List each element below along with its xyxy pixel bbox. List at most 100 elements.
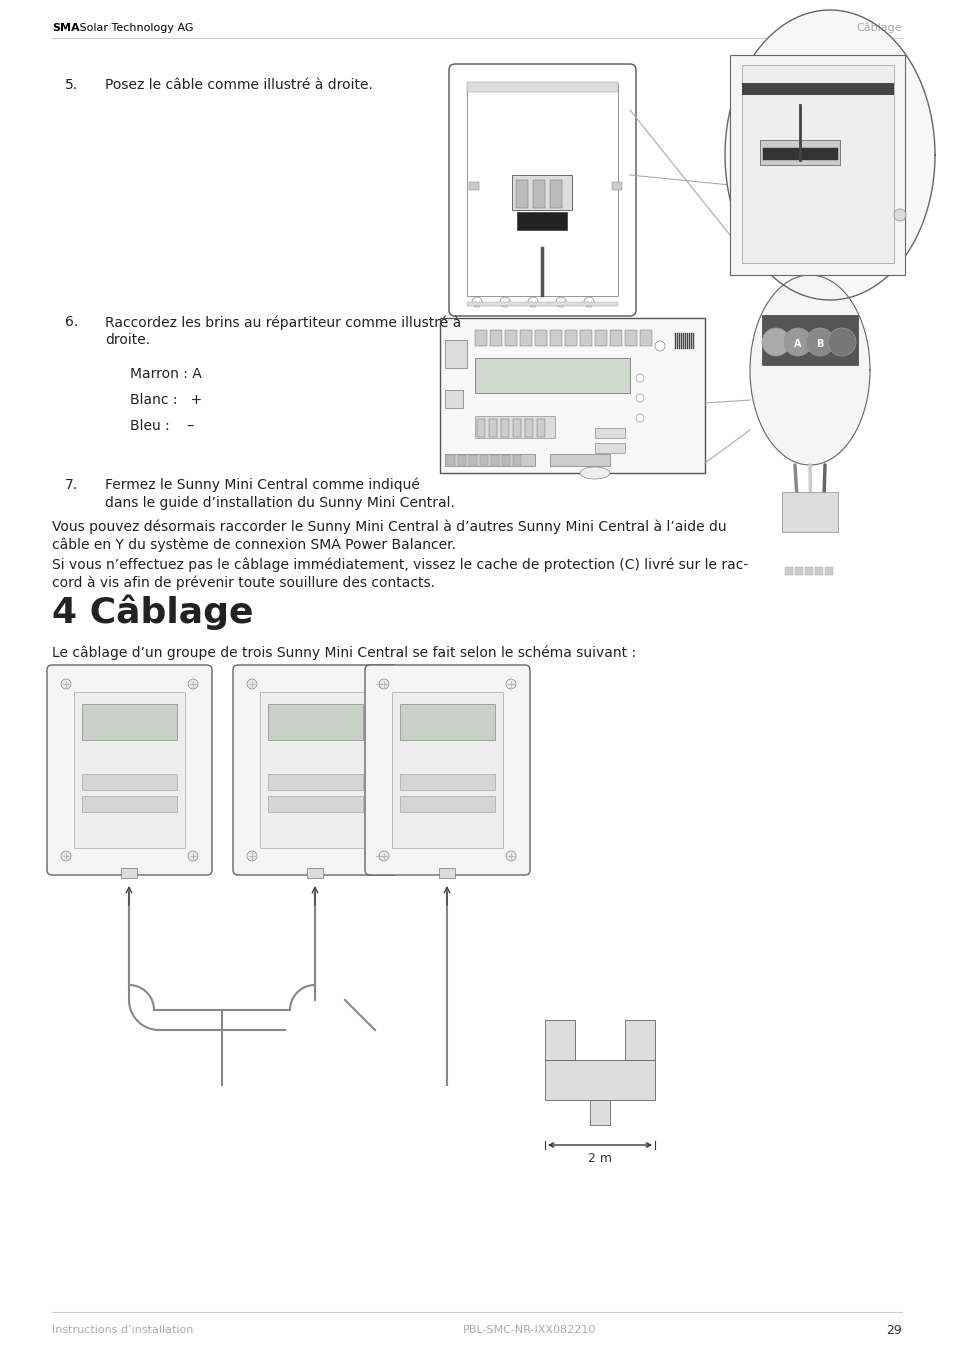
- Bar: [741, 65, 893, 264]
- Text: droite.: droite.: [105, 333, 150, 347]
- Bar: [74, 692, 185, 848]
- Bar: [537, 419, 544, 437]
- Bar: [516, 180, 527, 208]
- Circle shape: [499, 297, 510, 307]
- Bar: [762, 147, 837, 160]
- Bar: [469, 456, 476, 465]
- Text: 29: 29: [885, 1324, 901, 1337]
- Bar: [550, 454, 609, 466]
- Bar: [824, 566, 832, 575]
- Bar: [504, 330, 517, 346]
- Bar: [467, 301, 618, 306]
- Circle shape: [783, 329, 811, 356]
- Bar: [761, 315, 857, 365]
- Bar: [544, 1060, 655, 1101]
- Bar: [500, 419, 509, 437]
- Bar: [564, 330, 577, 346]
- Bar: [475, 358, 629, 393]
- FancyBboxPatch shape: [47, 665, 212, 875]
- Bar: [544, 1019, 575, 1060]
- Text: Raccordez les brins au répartiteur comme illustré à: Raccordez les brins au répartiteur comme…: [105, 315, 460, 330]
- FancyBboxPatch shape: [365, 665, 530, 875]
- Text: A: A: [794, 339, 801, 349]
- Circle shape: [655, 341, 664, 352]
- Bar: [392, 692, 502, 848]
- Bar: [82, 773, 177, 790]
- Bar: [550, 330, 561, 346]
- Text: PBL-SMC-NR-IXX082210: PBL-SMC-NR-IXX082210: [463, 1325, 596, 1334]
- Bar: [479, 456, 488, 465]
- Bar: [268, 773, 363, 790]
- Bar: [457, 456, 465, 465]
- Text: B: B: [816, 339, 822, 349]
- Bar: [82, 796, 177, 813]
- Text: 6.: 6.: [65, 315, 78, 329]
- FancyBboxPatch shape: [449, 64, 636, 316]
- Polygon shape: [724, 9, 934, 300]
- Bar: [804, 566, 812, 575]
- Bar: [467, 82, 618, 92]
- Bar: [624, 330, 637, 346]
- Text: Posez le câble comme illustré à droite.: Posez le câble comme illustré à droite.: [105, 78, 373, 92]
- Bar: [513, 419, 520, 437]
- Bar: [595, 330, 606, 346]
- Bar: [579, 330, 592, 346]
- Bar: [741, 82, 893, 95]
- Text: câble en Y du système de connexion SMA Power Balancer.: câble en Y du système de connexion SMA P…: [52, 538, 456, 553]
- Text: Le câblage d’un groupe de trois Sunny Mini Central se fait selon le schéma suiva: Le câblage d’un groupe de trois Sunny Mi…: [52, 646, 636, 661]
- Circle shape: [374, 850, 384, 861]
- Polygon shape: [749, 274, 869, 465]
- Bar: [781, 492, 837, 531]
- Bar: [760, 141, 840, 165]
- Bar: [447, 456, 455, 465]
- Circle shape: [805, 329, 833, 356]
- Text: Câblage: Câblage: [856, 23, 901, 34]
- Bar: [444, 454, 535, 466]
- Circle shape: [893, 210, 905, 220]
- Bar: [595, 443, 624, 453]
- Bar: [784, 566, 792, 575]
- Circle shape: [472, 297, 481, 307]
- Bar: [535, 330, 546, 346]
- Bar: [589, 1101, 609, 1125]
- Bar: [307, 868, 323, 877]
- Bar: [399, 796, 495, 813]
- Bar: [268, 796, 363, 813]
- Bar: [814, 566, 822, 575]
- Bar: [475, 330, 486, 346]
- Text: 4 Câblage: 4 Câblage: [52, 594, 253, 630]
- Bar: [794, 566, 802, 575]
- Bar: [121, 868, 137, 877]
- Text: Bleu :    –: Bleu : –: [130, 419, 193, 433]
- Bar: [550, 180, 561, 208]
- Bar: [444, 339, 467, 368]
- Bar: [399, 704, 495, 740]
- Text: cord à vis afin de prévenir toute souillure des contacts.: cord à vis afin de prévenir toute souill…: [52, 575, 435, 589]
- Bar: [469, 183, 478, 191]
- Bar: [609, 330, 621, 346]
- Bar: [513, 456, 520, 465]
- Circle shape: [188, 850, 198, 861]
- Circle shape: [247, 850, 256, 861]
- Circle shape: [247, 679, 256, 690]
- Bar: [260, 692, 371, 848]
- Circle shape: [636, 414, 643, 422]
- Bar: [268, 704, 363, 740]
- Text: SMA: SMA: [52, 23, 79, 32]
- Circle shape: [827, 329, 855, 356]
- Text: 5.: 5.: [65, 78, 78, 92]
- Bar: [533, 180, 544, 208]
- Bar: [612, 183, 621, 191]
- Text: 2 m: 2 m: [587, 1152, 612, 1165]
- Ellipse shape: [579, 466, 609, 479]
- Circle shape: [761, 329, 789, 356]
- Text: Vous pouvez désormais raccorder le Sunny Mini Central à d’autres Sunny Mini Cent: Vous pouvez désormais raccorder le Sunny…: [52, 521, 726, 534]
- Text: 7.: 7.: [65, 479, 78, 492]
- Bar: [475, 416, 555, 438]
- Circle shape: [378, 679, 389, 690]
- Bar: [512, 174, 572, 210]
- Text: Solar Technology AG: Solar Technology AG: [76, 23, 193, 32]
- Bar: [639, 330, 651, 346]
- Text: Si vous n’effectuez pas le câblage immédiatement, vissez le cache de protection : Si vous n’effectuez pas le câblage imméd…: [52, 557, 747, 572]
- Bar: [489, 419, 497, 437]
